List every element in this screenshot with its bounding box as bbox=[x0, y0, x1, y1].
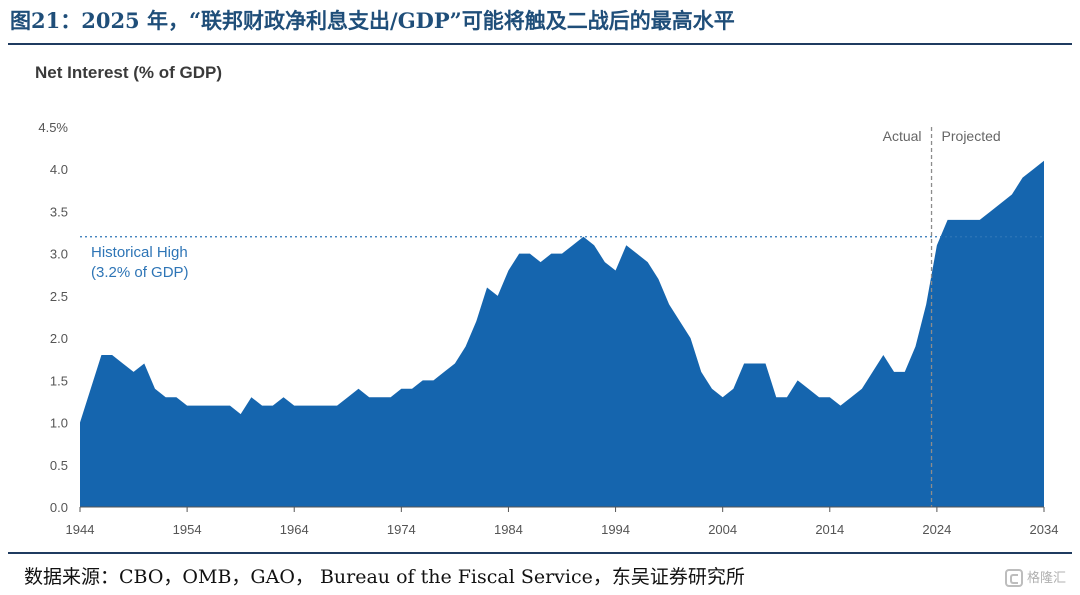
x-tick-label: 1974 bbox=[387, 522, 416, 537]
watermark-text: 格隆汇 bbox=[1026, 570, 1066, 585]
title-divider bbox=[8, 43, 1072, 45]
y-tick-label: 4.5% bbox=[38, 120, 68, 135]
historical-high-label: Historical High bbox=[91, 244, 188, 261]
net-interest-chart: Net Interest (% of GDP) 0.0 0.5 1.0 1.5 2.0 2… bbox=[35, 63, 1059, 537]
actual-label: Actual bbox=[883, 128, 922, 144]
y-tick-label: 1.0 bbox=[50, 416, 68, 431]
x-tick-label: 2014 bbox=[815, 522, 844, 537]
y-tick-label: 0.0 bbox=[50, 500, 68, 515]
watermark: 格隆汇 bbox=[1004, 566, 1066, 590]
figure-title: 图21：2025 年，“联邦财政净利息支出/GDP”可能将触及二战后的最高水平 bbox=[10, 8, 735, 33]
y-tick-label: 3.0 bbox=[50, 247, 68, 262]
y-tick-label: 1.5 bbox=[50, 373, 68, 388]
x-tick-label: 1964 bbox=[280, 522, 309, 537]
y-tick-label: 2.5 bbox=[50, 289, 68, 304]
x-tick-label: 1984 bbox=[494, 522, 523, 537]
y-tick-label: 3.5 bbox=[50, 204, 68, 219]
historical-high-value-label: (3.2% of GDP) bbox=[91, 264, 189, 281]
source-divider bbox=[8, 552, 1072, 554]
y-tick-label: 4.0 bbox=[50, 162, 68, 177]
y-tick-label: 2.0 bbox=[50, 331, 68, 346]
x-tick-label: 1944 bbox=[66, 522, 95, 537]
x-tick-label: 2004 bbox=[708, 522, 737, 537]
chart-title: Net Interest (% of GDP) bbox=[35, 63, 222, 82]
source-note: 数据来源：CBO，OMB，GAO， Bureau of the Fiscal S… bbox=[24, 566, 745, 588]
net-interest-area bbox=[80, 160, 1044, 507]
watermark-logo-icon bbox=[1004, 569, 1023, 587]
x-axis: 1944 1954 1964 1974 1984 1994 2004 2014 2024 2034 bbox=[66, 507, 1059, 537]
x-tick-label: 2034 bbox=[1030, 522, 1059, 537]
x-tick-label: 1954 bbox=[173, 522, 202, 537]
projected-label: Projected bbox=[942, 128, 1001, 144]
y-tick-label: 0.5 bbox=[50, 458, 68, 473]
y-axis: 0.0 0.5 1.0 1.5 2.0 2.5 3.0 3.5 4.0 4.5% bbox=[38, 120, 68, 515]
x-tick-label: 1994 bbox=[601, 522, 630, 537]
x-tick-label: 2024 bbox=[922, 522, 951, 537]
